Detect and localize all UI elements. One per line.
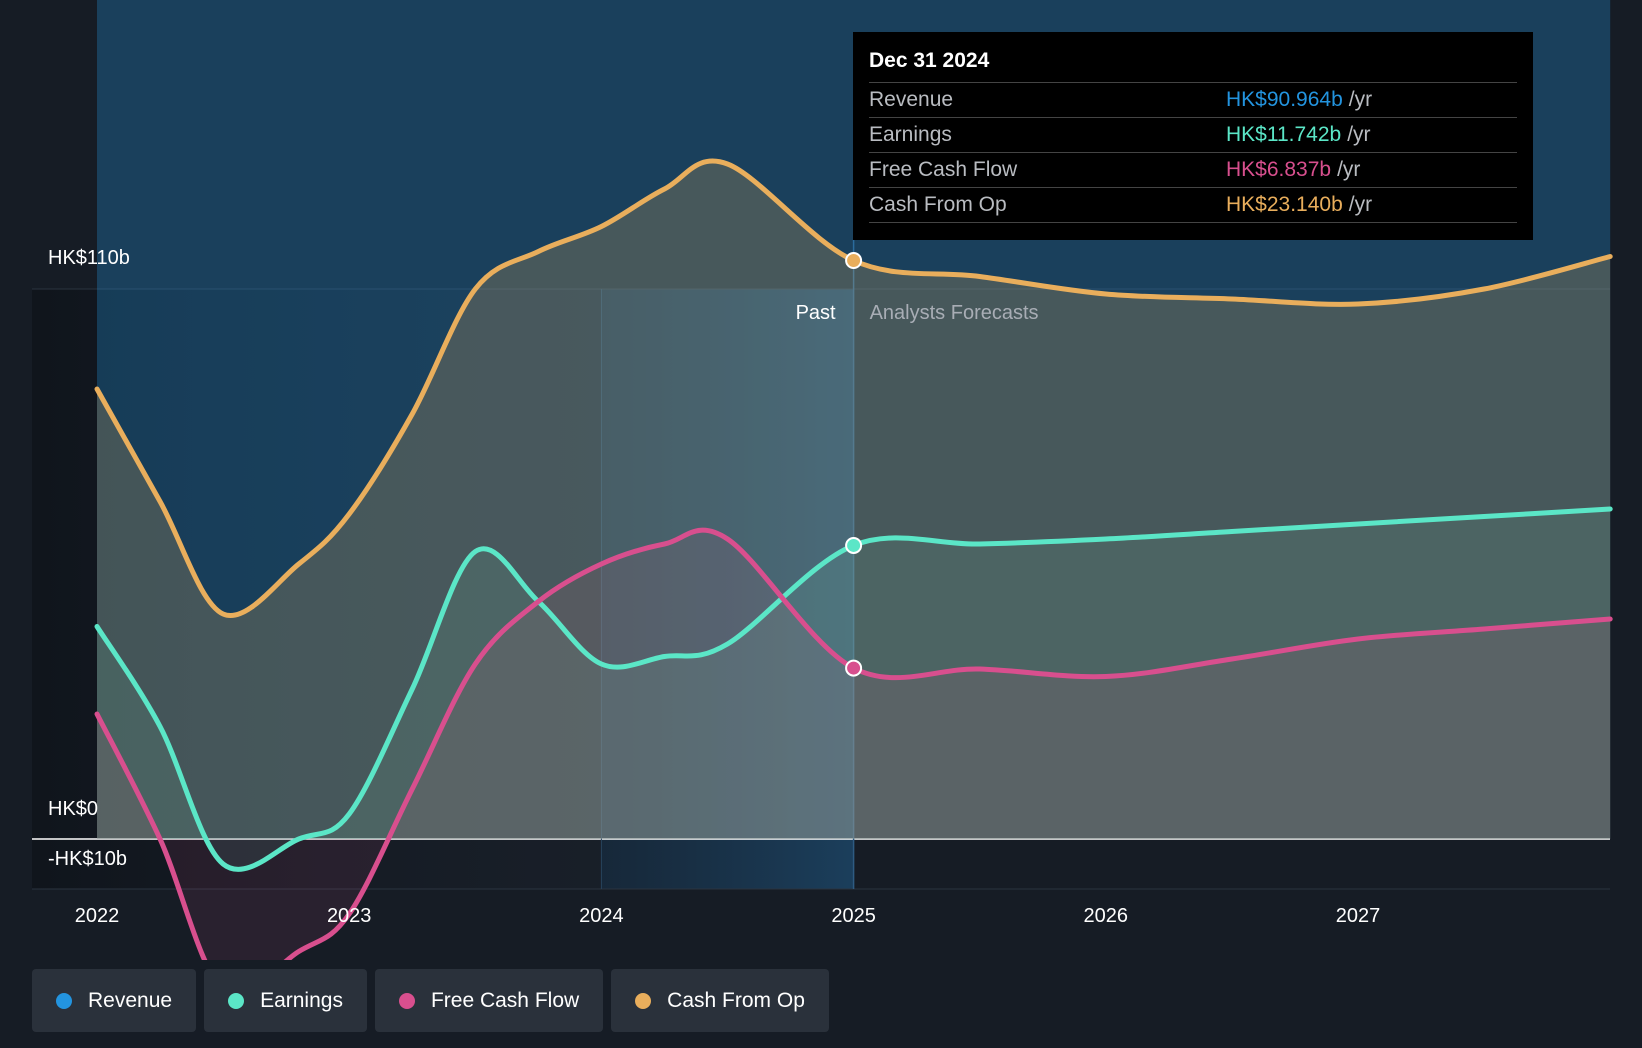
legend-dot-icon xyxy=(228,992,245,1009)
tooltip-row-free-cash-flow: Free Cash Flow HK$6.837b /yr xyxy=(869,153,1517,188)
tooltip: Dec 31 2024 Revenue HK$90.964b /yr Earni… xyxy=(853,32,1533,240)
tooltip-name: Cash From Op xyxy=(869,193,1007,216)
legend-item-earnings[interactable]: Earnings xyxy=(204,969,367,1032)
free-cash-flow-area xyxy=(97,530,1611,960)
tooltip-value: HK$90.964b xyxy=(1226,88,1343,111)
tooltip-value: HK$6.837b xyxy=(1226,158,1332,181)
highlight-region xyxy=(601,289,854,889)
legend-dot-icon xyxy=(398,992,415,1009)
tooltip-value: HK$23.140b xyxy=(1226,193,1343,216)
legend-item-cash-from-op[interactable]: Cash From Op xyxy=(611,969,829,1032)
x-tick-label: 2025 xyxy=(831,905,876,927)
x-tick-label: 2023 xyxy=(327,905,372,927)
past-label: Past xyxy=(796,302,836,324)
y-axis-label: HK$110b xyxy=(48,247,130,269)
tooltip-name: Revenue xyxy=(869,88,954,111)
legend-label: Free Cash Flow xyxy=(430,988,580,1012)
legend-label: Earnings xyxy=(260,988,343,1012)
y-axis-label: -HK$10b xyxy=(48,848,127,870)
x-tick-label: 2026 xyxy=(1084,905,1129,927)
past-region xyxy=(32,289,602,889)
tooltip-unit: /yr xyxy=(1348,88,1373,111)
legend-item-revenue[interactable]: Revenue xyxy=(32,969,197,1032)
x-tick-label: 2027 xyxy=(1336,905,1381,927)
x-tick-label: 2024 xyxy=(579,905,624,927)
legend-dot-icon xyxy=(635,992,652,1009)
legend-item-free-cash-flow[interactable]: Free Cash Flow xyxy=(374,969,604,1032)
cash-from-op-line xyxy=(94,158,1613,619)
tooltip-unit: /yr xyxy=(1348,193,1373,216)
earnings-marker xyxy=(845,536,863,554)
free-cash-flow-marker xyxy=(845,659,863,677)
tooltip-name: Free Cash Flow xyxy=(869,158,1018,181)
tooltip-row-cash-from-op: Cash From Op HK$23.140b /yr xyxy=(869,188,1517,223)
earnings-line xyxy=(94,506,1613,872)
earnings-area xyxy=(97,509,1611,870)
tooltip-name: Earnings xyxy=(869,123,952,146)
tooltip-value: HK$11.742b xyxy=(1226,123,1342,146)
legend-label: Cash From Op xyxy=(667,988,805,1012)
cash-from-op-area xyxy=(97,160,1611,839)
y-axis-label: HK$0 xyxy=(48,798,98,820)
tooltip-date: Dec 31 2024 xyxy=(869,46,1517,83)
x-tick-label: 2022 xyxy=(75,905,120,927)
legend-dot-icon xyxy=(56,992,72,1009)
tooltip-unit: /yr xyxy=(1337,158,1361,181)
tooltip-row-earnings: Earnings HK$11.742b /yr xyxy=(869,118,1517,153)
forecast-label: Analysts Forecasts xyxy=(870,302,1039,324)
legend-label: Revenue xyxy=(88,988,173,1012)
tooltip-unit: /yr xyxy=(1347,123,1371,146)
legend: Revenue Earnings Free Cash Flow Cash Fro… xyxy=(32,969,829,1032)
cash-from-op-marker xyxy=(845,252,863,269)
tooltip-row-revenue: Revenue HK$90.964b /yr xyxy=(869,83,1517,118)
free-cash-flow-line xyxy=(94,527,1613,960)
